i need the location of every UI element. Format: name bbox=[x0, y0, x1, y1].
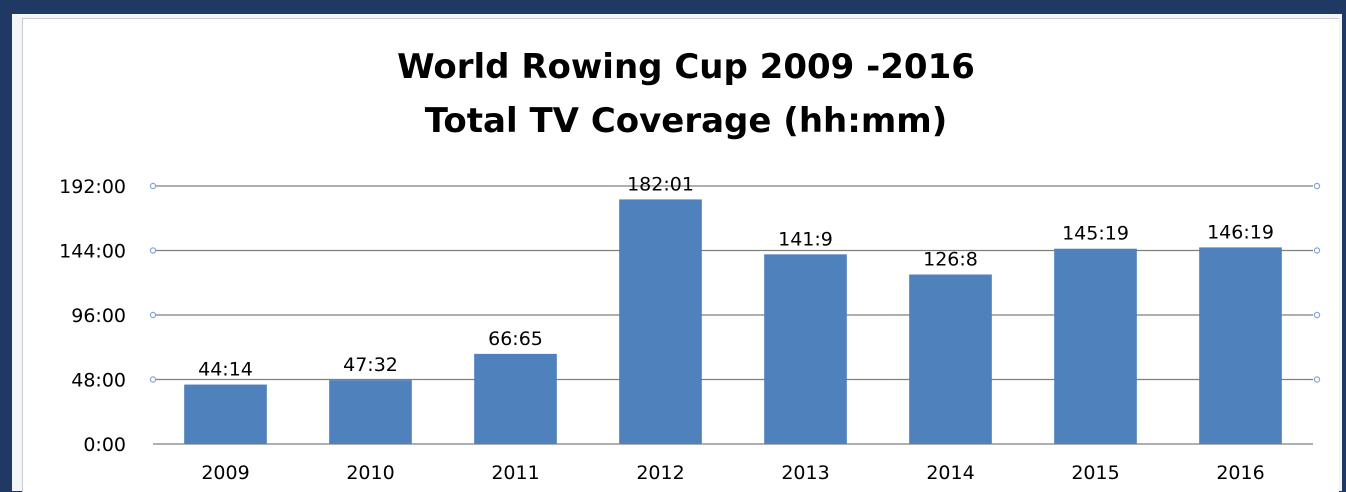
data-label-2012: 182:01 bbox=[627, 173, 694, 195]
data-label-2016: 146:19 bbox=[1207, 221, 1274, 243]
gridline-handle-left-2 bbox=[149, 311, 157, 319]
data-labels: 44:14 47:32 66:65 182:01 141:9 126:8 145:19 146… bbox=[198, 173, 1274, 380]
x-tick-label-2012: 2012 bbox=[636, 462, 684, 484]
y-tick-label-1: 48:00 bbox=[71, 370, 126, 392]
y-tick-label-2: 96:00 bbox=[71, 305, 126, 327]
data-label-2011: 66:65 bbox=[488, 328, 543, 350]
gridline-handle-left-3 bbox=[149, 247, 157, 254]
bar-2012 bbox=[619, 199, 702, 444]
bar-2016 bbox=[1199, 247, 1282, 444]
y-axis-ticks: 0:00 48:00 96:00 144:00 192:00 bbox=[59, 176, 126, 456]
chart: World Rowing Cup 2009 -2016 Total TV Cov… bbox=[59, 47, 1321, 484]
chart-panel: World Rowing Cup 2009 -2016 Total TV Cov… bbox=[22, 18, 1339, 492]
data-label-2014: 126:8 bbox=[923, 249, 978, 271]
gridline-handle-left-4 bbox=[149, 182, 157, 190]
chart-subtitle: Total TV Coverage (hh:mm) bbox=[425, 101, 947, 141]
x-tick-label-2011: 2011 bbox=[491, 462, 539, 484]
y-tick-label-3: 144:00 bbox=[59, 241, 126, 263]
data-label-2015: 145:19 bbox=[1062, 223, 1129, 245]
x-tick-label-2013: 2013 bbox=[781, 462, 829, 484]
x-tick-label-2015: 2015 bbox=[1071, 462, 1119, 484]
gridline-handle-right-2 bbox=[1313, 311, 1321, 319]
bars bbox=[184, 199, 1282, 444]
bar-2013 bbox=[764, 254, 847, 444]
x-axis-ticks: 2009 2010 2011 2012 2013 2014 2015 2016 bbox=[201, 462, 1264, 484]
y-tick-label-4: 192:00 bbox=[59, 176, 126, 198]
bar-2015 bbox=[1054, 248, 1137, 444]
gridline-handle-right-1 bbox=[1313, 376, 1321, 383]
bar-2011 bbox=[474, 353, 557, 444]
bar-2010 bbox=[329, 380, 412, 444]
data-label-2009: 44:14 bbox=[198, 359, 253, 381]
bar-2009 bbox=[184, 384, 267, 444]
x-tick-label-2016: 2016 bbox=[1216, 462, 1264, 484]
x-tick-label-2009: 2009 bbox=[201, 462, 249, 484]
gridlines bbox=[149, 182, 1321, 445]
bar-2014 bbox=[909, 274, 992, 444]
y-tick-label-0: 0:00 bbox=[83, 434, 126, 456]
chart-title: World Rowing Cup 2009 -2016 bbox=[397, 47, 975, 87]
x-tick-label-2014: 2014 bbox=[926, 462, 974, 484]
data-label-2010: 47:32 bbox=[343, 354, 398, 376]
x-tick-label-2010: 2010 bbox=[346, 462, 394, 484]
gridline-handle-right-4 bbox=[1313, 182, 1321, 190]
data-label-2013: 141:9 bbox=[778, 228, 833, 250]
gridline-handle-left-1 bbox=[149, 376, 157, 383]
gridline-handle-right-3 bbox=[1313, 247, 1321, 254]
